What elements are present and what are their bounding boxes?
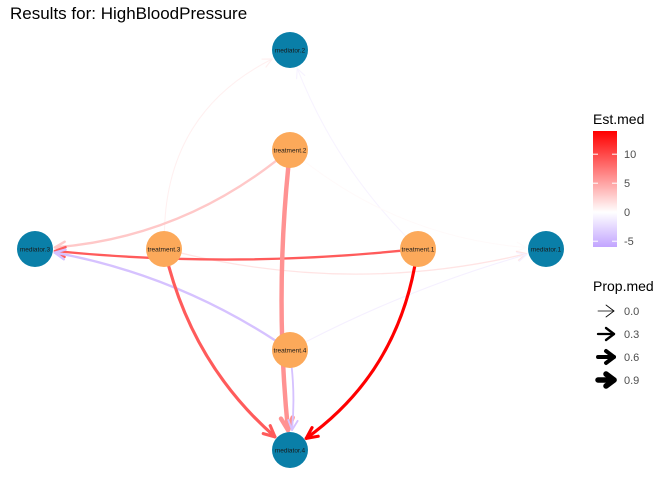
est-med-tick-label: 5 xyxy=(624,178,630,190)
node-label: mediator.3 xyxy=(20,246,51,253)
est-med-tick-label: 10 xyxy=(624,149,636,161)
nodes-layer: mediator.2 treatment.2 mediator.3 treatment… xyxy=(17,32,564,468)
node-label: treatment.1 xyxy=(402,246,435,253)
edge-treatment.1-to-mediator.2 xyxy=(297,69,406,236)
prop-med-item: 0.0 xyxy=(598,305,639,318)
node-label: mediator.4 xyxy=(275,447,306,454)
prop-med-label: 0.0 xyxy=(624,306,639,318)
est-med-tick-label: 0 xyxy=(624,207,630,219)
node-label: treatment.4 xyxy=(274,347,307,354)
prop-med-items: 0.0 0.3 0.6 0.9 xyxy=(598,305,639,387)
edge-treatment.1-to-mediator.3 xyxy=(55,247,400,259)
prop-med-label: 0.3 xyxy=(624,329,639,341)
edge-treatment.3-to-mediator.2 xyxy=(164,59,272,231)
node-mediator-4: mediator.4 xyxy=(272,432,308,468)
node-treatment-3: treatment.3 xyxy=(146,231,182,267)
est-med-colorbar xyxy=(593,131,617,247)
prop-med-item: 0.6 xyxy=(598,351,639,364)
node-label: mediator.1 xyxy=(531,246,562,253)
est-med-tick-label: -5 xyxy=(624,236,634,248)
node-label: mediator.2 xyxy=(275,47,306,54)
node-mediator-2: mediator.2 xyxy=(272,32,308,68)
prop-med-item: 0.9 xyxy=(598,374,639,387)
edge-treatment.1-to-mediator.4 xyxy=(306,267,414,439)
edge-treatment.2-to-mediator.4 xyxy=(281,168,293,430)
prop-med-legend: Prop.med 0.0 0.3 0.6 0.9 xyxy=(593,278,654,387)
node-treatment-4: treatment.4 xyxy=(272,332,308,368)
prop-med-label: 0.9 xyxy=(624,375,639,387)
node-label: treatment.2 xyxy=(274,147,307,154)
est-med-legend-title: Est.med xyxy=(593,111,644,127)
est-med-legend: Est.med 10 5 0 -5 xyxy=(593,111,644,248)
prop-med-legend-title: Prop.med xyxy=(593,278,654,294)
prop-med-item: 0.3 xyxy=(598,328,639,341)
node-label: treatment.3 xyxy=(148,246,181,253)
node-treatment-2: treatment.2 xyxy=(272,132,308,168)
node-mediator-3: mediator.3 xyxy=(17,231,53,267)
prop-med-label: 0.6 xyxy=(624,352,639,364)
node-treatment-1: treatment.1 xyxy=(400,231,436,267)
node-mediator-1: mediator.1 xyxy=(528,231,564,267)
edges-layer xyxy=(55,59,527,438)
